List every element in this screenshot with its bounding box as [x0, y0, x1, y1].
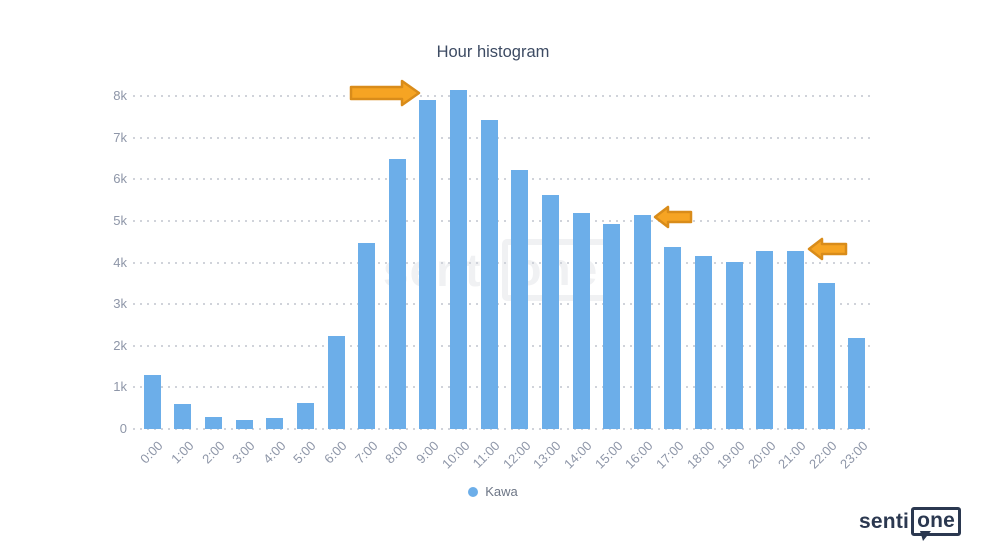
x-axis-tick-label: 11:00: [469, 438, 503, 471]
x-axis-tick-label: 7:00: [351, 438, 381, 467]
bar-17:00[interactable]: [664, 247, 682, 429]
bar-19:00[interactable]: [725, 262, 743, 429]
gridline: [133, 428, 873, 430]
bar-4:00[interactable]: [266, 417, 284, 429]
x-axis-tick-label: 10:00: [438, 438, 473, 472]
bar-8:00[interactable]: [388, 159, 406, 429]
gridline: [133, 178, 873, 181]
bar-15:00[interactable]: [603, 224, 621, 429]
bar-1:00[interactable]: [174, 404, 192, 429]
bar-23:00[interactable]: [848, 337, 866, 429]
logo-one-text: one: [917, 509, 955, 532]
gridline: [133, 220, 873, 222]
x-axis-tick-label: 22:00: [806, 438, 840, 472]
x-axis-tick-label: 23:00: [836, 438, 871, 472]
x-axis-tick-label: 8:00: [382, 438, 411, 467]
bar-13:00[interactable]: [541, 195, 559, 429]
x-axis-tick-label: 16:00: [622, 438, 656, 472]
bar-12:00[interactable]: [511, 169, 529, 429]
bar-16:00[interactable]: [633, 215, 651, 429]
bar-9:00[interactable]: [419, 100, 437, 429]
speech-bubble-tail-icon: [920, 531, 932, 542]
gridline: [133, 386, 873, 389]
y-axis-tick-label: 3k: [113, 296, 127, 312]
x-axis-tick-label: 2:00: [198, 438, 228, 467]
bar-2:00[interactable]: [205, 416, 223, 429]
y-axis-tick-label: 4k: [113, 254, 127, 270]
y-axis-tick-label: 5k: [113, 213, 127, 228]
y-axis-tick-label: 7k: [113, 129, 127, 145]
x-axis-tick-label: 20:00: [744, 438, 779, 472]
bar-3:00[interactable]: [235, 419, 253, 429]
bar-5:00[interactable]: [296, 403, 314, 429]
bar-21:00[interactable]: [786, 250, 804, 429]
gridline: [133, 136, 873, 139]
arrow-annotation-4pm-icon: [653, 205, 693, 229]
logo-one-box: one: [911, 507, 961, 542]
bar-10:00[interactable]: [450, 90, 468, 429]
x-axis-tick-label: 3:00: [229, 438, 258, 467]
x-axis-tick-label: 18:00: [683, 438, 718, 472]
bar-0:00[interactable]: [143, 374, 161, 429]
bar-14:00[interactable]: [572, 213, 590, 429]
x-axis-tick-label: 0:00: [137, 438, 166, 467]
y-axis-tick-label: 2k: [113, 337, 127, 353]
x-axis-tick-label: 4:00: [259, 438, 289, 467]
legend-label: Kawa: [485, 484, 518, 499]
bar-20:00[interactable]: [756, 251, 774, 429]
legend-marker-icon: [468, 486, 479, 497]
x-axis-tick-label: 21:00: [775, 438, 809, 472]
arrow-annotation-9am-icon: [349, 79, 421, 107]
chart-title: Hour histogram: [436, 43, 550, 61]
x-axis-tick-label: 5:00: [290, 438, 319, 467]
gridline: [133, 344, 873, 347]
x-axis-tick-label: 13:00: [530, 438, 564, 472]
x-axis-tick-label: 12:00: [499, 438, 534, 472]
x-axis-tick-label: 6:00: [321, 438, 350, 467]
bar-6:00[interactable]: [327, 336, 345, 429]
x-axis-tick-label: 15:00: [591, 438, 626, 472]
bar-18:00[interactable]: [695, 255, 713, 429]
bar-7:00[interactable]: [358, 243, 376, 429]
sentione-logo: senti one: [859, 507, 961, 542]
bar-11:00[interactable]: [480, 120, 498, 429]
x-axis-tick-label: 9:00: [412, 438, 442, 467]
x-axis-tick-label: 19:00: [714, 438, 748, 472]
gridline: [133, 261, 873, 264]
x-axis-tick-label: 17:00: [652, 438, 687, 472]
y-axis-tick-label: 8k: [113, 88, 127, 104]
gridline: [133, 303, 873, 306]
bar-22:00[interactable]: [817, 282, 835, 429]
gridline: [133, 95, 873, 98]
x-axis-tick-label: 1:00: [167, 438, 197, 467]
arrow-annotation-9pm-icon: [807, 237, 848, 261]
y-axis-tick-label: 1k: [113, 379, 127, 395]
x-axis-tick-label: 14:00: [561, 438, 595, 472]
legend[interactable]: Kawa: [0, 484, 986, 499]
y-axis-tick-label: 6k: [113, 171, 127, 187]
logo-senti-text: senti: [859, 509, 910, 533]
y-axis-tick-label: 0: [119, 421, 127, 436]
